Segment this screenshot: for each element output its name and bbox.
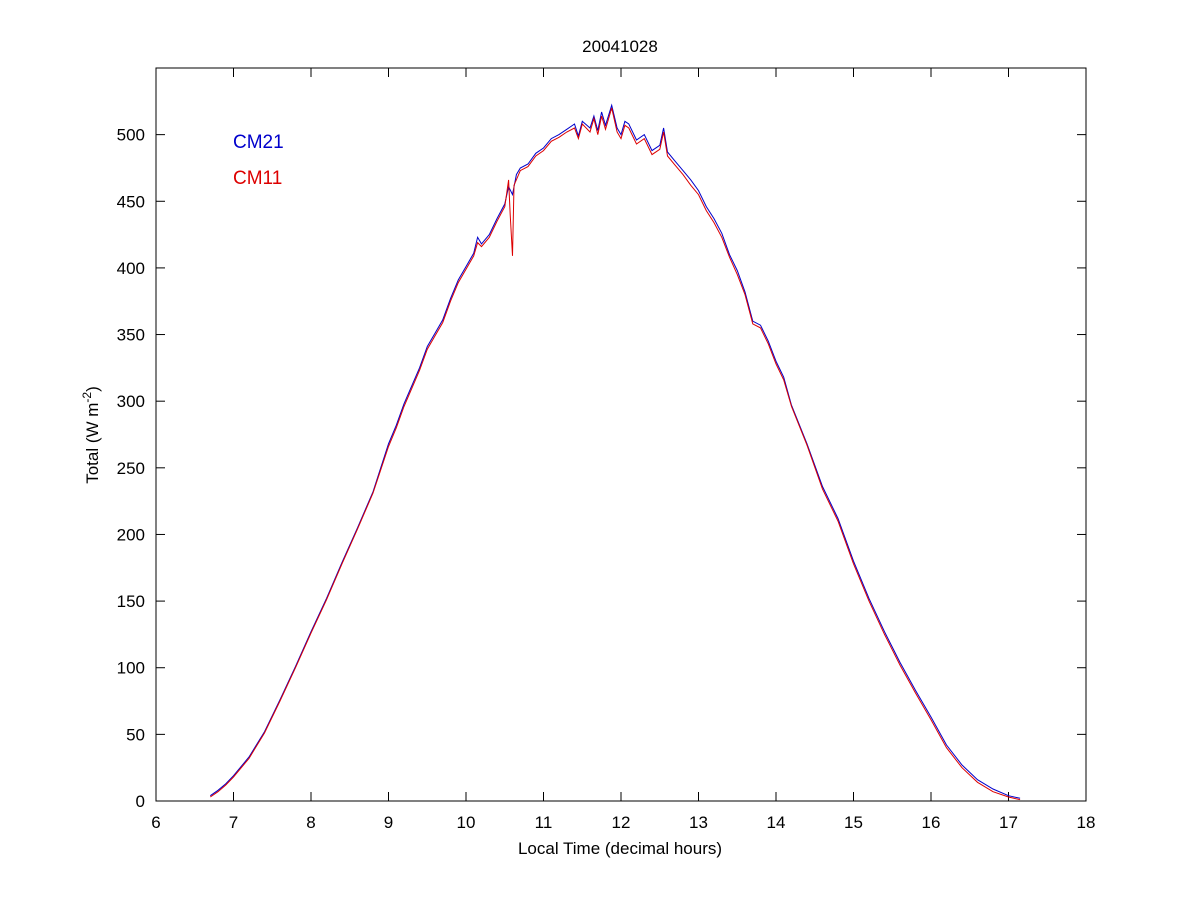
x-tick-label: 9	[384, 813, 393, 832]
y-axis-label: Total (W m-2)	[80, 386, 102, 484]
series-line-cm11	[210, 107, 1021, 801]
y-tick-label: 150	[117, 592, 145, 611]
x-tick-label: 14	[767, 813, 786, 832]
series-layer	[210, 103, 1021, 801]
y-axis-label-tail: )	[83, 386, 102, 392]
y-tick-label: 350	[117, 326, 145, 345]
x-tick-label: 16	[922, 813, 941, 832]
legend-entry-cm21: CM21	[233, 132, 284, 153]
x-tick-label: 15	[844, 813, 863, 832]
y-tick-label: 50	[126, 725, 145, 744]
y-tick-label: 300	[117, 392, 145, 411]
y-axis: 0 50 100 150 200 250 300 350 400 450 500	[117, 126, 1086, 811]
x-tick-label: 11	[535, 813, 553, 832]
chart-title: 20041028	[582, 37, 658, 56]
y-tick-label: 100	[117, 659, 145, 678]
x-tick-label: 13	[689, 813, 708, 832]
y-tick-label: 500	[117, 126, 145, 145]
y-tick-label: 400	[117, 259, 145, 278]
x-tick-label: 7	[229, 813, 238, 832]
y-tick-label: 0	[136, 792, 145, 811]
x-axis: 6 7 8 9 10 11 12 13 14 15 16 17 18	[151, 68, 1095, 832]
x-tick-label: 10	[457, 813, 476, 832]
legend-entry-cm11: CM11	[233, 168, 282, 189]
x-tick-label: 18	[1077, 813, 1096, 832]
y-tick-label: 250	[117, 459, 145, 478]
x-tick-label: 6	[151, 813, 160, 832]
legend: CM21 CM11	[233, 132, 284, 189]
y-axis-label-superscript: -2	[80, 392, 94, 403]
x-axis-label: Local Time (decimal hours)	[518, 839, 722, 858]
x-tick-label: 8	[306, 813, 315, 832]
x-tick-label: 12	[612, 813, 631, 832]
x-tick-label: 17	[999, 813, 1018, 832]
y-tick-label: 450	[117, 192, 145, 211]
y-tick-label: 200	[117, 525, 145, 544]
y-axis-label-main: Total (W m	[83, 403, 102, 484]
